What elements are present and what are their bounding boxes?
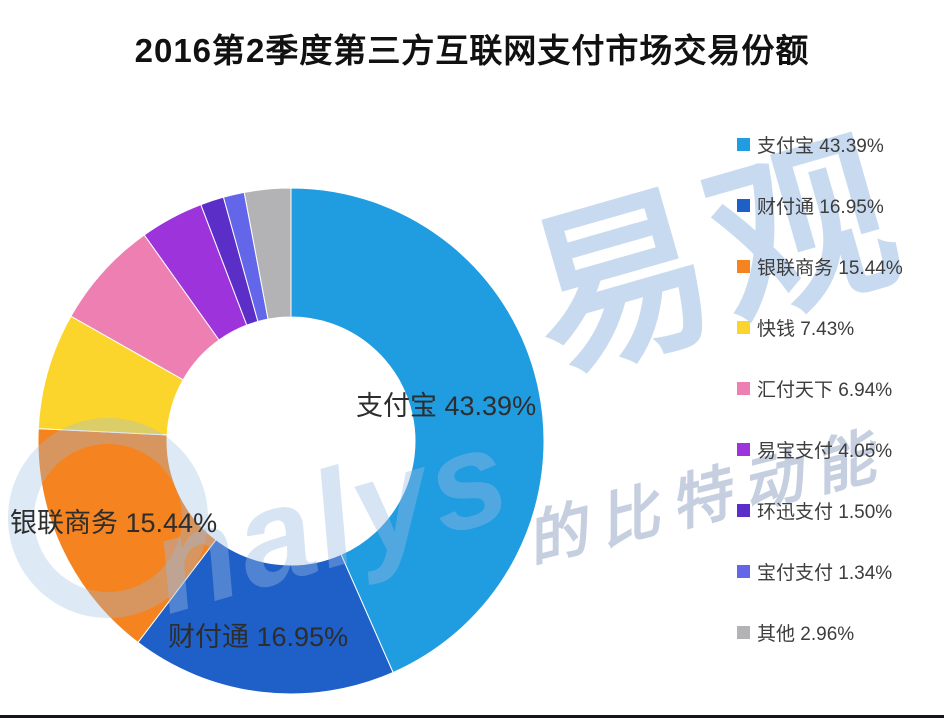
legend-swatch: [737, 565, 750, 578]
legend-item-汇付天下: 汇付天下 6.94%: [737, 378, 903, 401]
legend-swatch: [737, 504, 750, 517]
legend-label: 银联商务 15.44%: [757, 258, 903, 279]
legend-swatch: [737, 199, 750, 212]
pie-slice-其他: [243, 187, 292, 320]
legend-label: 宝付支付 1.34%: [757, 563, 893, 584]
legend-label: 财付通 16.95%: [757, 197, 884, 218]
legend-swatch: [737, 260, 750, 273]
legend-item-宝付支付: 宝付支付 1.34%: [737, 561, 903, 584]
legend-item-银联商务: 银联商务 15.44%: [737, 256, 903, 279]
legend-label: 快钱 7.43%: [757, 319, 855, 340]
legend-item-易宝支付: 易宝支付 4.05%: [737, 439, 903, 462]
legend-item-环迅支付: 环迅支付 1.50%: [737, 500, 903, 523]
legend-label: 环迅支付 1.50%: [757, 502, 893, 523]
slice-label-tenpay: 财付通 16.95%: [168, 622, 349, 652]
legend-item-快钱: 快钱 7.43%: [737, 317, 903, 340]
legend-label: 其他 2.96%: [757, 624, 855, 645]
pie-slice-支付宝: [290, 187, 545, 674]
legend-swatch: [737, 443, 750, 456]
pie-slice-银联商务: [37, 428, 217, 644]
page-title: 2016第2季度第三方互联网支付市场交易份额: [134, 32, 810, 69]
legend-label: 易宝支付 4.05%: [757, 441, 893, 462]
bottom-divider: [0, 715, 944, 718]
legend-item-其他: 其他 2.96%: [737, 622, 903, 645]
slice-label-alipay: 支付宝 43.39%: [356, 391, 537, 421]
legend-item-财付通: 财付通 16.95%: [737, 195, 903, 218]
legend-swatch: [737, 138, 750, 151]
legend-swatch: [737, 321, 750, 334]
chart-legend: 支付宝 43.39% 财付通 16.95% 银联商务 15.44% 快钱 7.43% 汇…: [737, 134, 903, 683]
pie-slice-财付通: [137, 539, 394, 695]
legend-label: 支付宝 43.39%: [757, 136, 884, 157]
legend-swatch: [737, 382, 750, 395]
legend-swatch: [737, 626, 750, 639]
legend-item-支付宝: 支付宝 43.39%: [737, 134, 903, 157]
legend-label: 汇付天下 6.94%: [757, 380, 893, 401]
slice-label-unionpay: 银联商务 15.44%: [10, 508, 218, 538]
